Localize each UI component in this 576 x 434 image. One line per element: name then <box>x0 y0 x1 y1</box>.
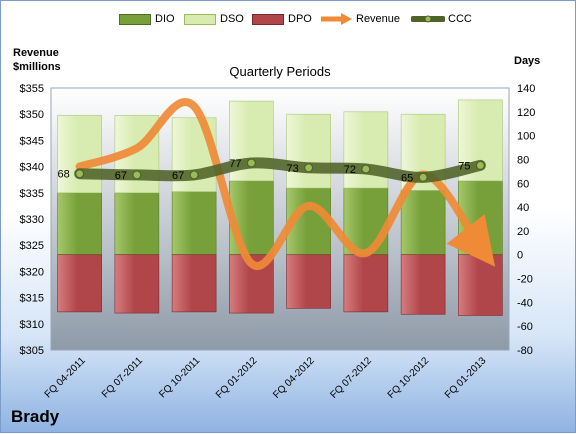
bar-dpo <box>400 254 446 315</box>
legend-label-dso: DSO <box>220 13 244 25</box>
right-tick-label: 120 <box>517 107 535 119</box>
chart-title: Quarterly Periods <box>229 64 331 79</box>
left-axis-title: Revenue $millions <box>13 46 61 74</box>
left-tick-label: $345 <box>20 135 44 147</box>
legend-swatch-dio <box>119 13 151 25</box>
ccc-data-label: 65 <box>401 172 413 184</box>
bar-dpo <box>171 254 217 313</box>
right-tick-label: -60 <box>517 321 533 333</box>
right-tick-label: 140 <box>517 83 535 95</box>
bar-dio <box>57 192 102 256</box>
legend-item-dio: DIO <box>119 9 175 29</box>
company-name: Brady <box>11 407 60 426</box>
x-tick-label: FQ 01-2013 <box>443 355 489 401</box>
right-tick-label: -40 <box>517 297 533 309</box>
right-tick-label: 40 <box>517 202 529 214</box>
left-tick-label: $330 <box>20 214 44 226</box>
left-tick-label: $340 <box>20 162 44 174</box>
ccc-point <box>132 170 142 180</box>
ccc-data-label: 67 <box>172 170 184 182</box>
left-axis-title-line1: Revenue <box>13 47 59 59</box>
legend-label-dio: DIO <box>155 13 175 25</box>
ccc-point <box>189 170 199 180</box>
bar-dpo <box>286 254 331 309</box>
right-tick-label: 100 <box>517 131 535 143</box>
ccc-data-label: 67 <box>115 170 127 182</box>
ccc-data-label: 73 <box>287 163 299 175</box>
bar-dio <box>229 180 274 256</box>
legend-swatch-revenue <box>321 13 352 25</box>
right-tick-label: 0 <box>517 250 523 262</box>
ccc-line <box>74 157 486 183</box>
x-tick-label: FQ 10-2012 <box>386 355 432 401</box>
x-tick-label: FQ 04-2012 <box>271 355 317 401</box>
ccc-point <box>246 158 256 168</box>
ccc-point <box>304 163 314 173</box>
right-axis-title: Days <box>514 55 541 67</box>
ccc-point <box>361 164 371 174</box>
x-tick-label: FQ 10-2011 <box>157 355 202 400</box>
legend-swatch-dso <box>184 13 216 25</box>
bar-dpo <box>57 254 102 313</box>
ccc-data-label: 77 <box>229 158 241 170</box>
right-tick-label: 60 <box>517 178 529 190</box>
legend-item-dso: DSO <box>184 9 244 29</box>
ccc-data-label: 72 <box>344 164 356 176</box>
ccc-data-label: 68 <box>58 169 70 181</box>
ccc-data-label: 75 <box>458 160 470 172</box>
legend-label-dpo: DPO <box>288 13 312 25</box>
left-tick-label: $310 <box>20 319 44 331</box>
left-tick-label: $335 <box>20 188 44 200</box>
legend-label-ccc: CCC <box>448 13 472 25</box>
bar-dio <box>171 191 217 256</box>
bar-dpo <box>343 254 389 313</box>
bar-dio <box>114 192 160 256</box>
left-tick-label: $315 <box>20 293 44 305</box>
ccc-point <box>75 169 85 179</box>
bar-dpo <box>458 254 503 316</box>
bar-dio <box>400 190 446 256</box>
ccc-point <box>418 172 428 182</box>
legend-item-ccc: CCC <box>411 9 472 29</box>
left-tick-label: $305 <box>20 345 44 357</box>
x-tick-label: FQ 07-2012 <box>328 355 374 401</box>
left-tick-label: $350 <box>20 109 44 121</box>
left-axis-title-line2: $millions <box>13 61 61 73</box>
right-tick-label: 80 <box>517 154 529 166</box>
legend-swatch-ccc <box>411 15 445 23</box>
legend-item-dpo: DPO <box>252 9 312 29</box>
ccc-point <box>475 160 485 171</box>
legend-item-revenue: Revenue <box>319 9 400 29</box>
right-tick-label: -80 <box>517 345 533 357</box>
legend: DIO DSO DPO Revenue CCC <box>1 9 576 29</box>
bar-dso <box>286 113 331 189</box>
x-tick-label: FQ 04-2011 <box>43 355 88 400</box>
x-tick-label: FQ 07-2011 <box>100 355 145 400</box>
x-tick-label: FQ 01-2012 <box>214 355 260 401</box>
left-tick-label: $320 <box>20 266 44 278</box>
left-tick-label: $325 <box>20 240 44 252</box>
legend-label-revenue: Revenue <box>356 13 401 25</box>
bar-dso <box>57 115 102 194</box>
legend-swatch-dpo <box>252 13 284 25</box>
right-tick-label: 20 <box>517 226 529 238</box>
left-tick-label: $355 <box>20 83 44 95</box>
right-tick-label: -20 <box>517 274 533 286</box>
bar-dpo <box>114 254 160 314</box>
